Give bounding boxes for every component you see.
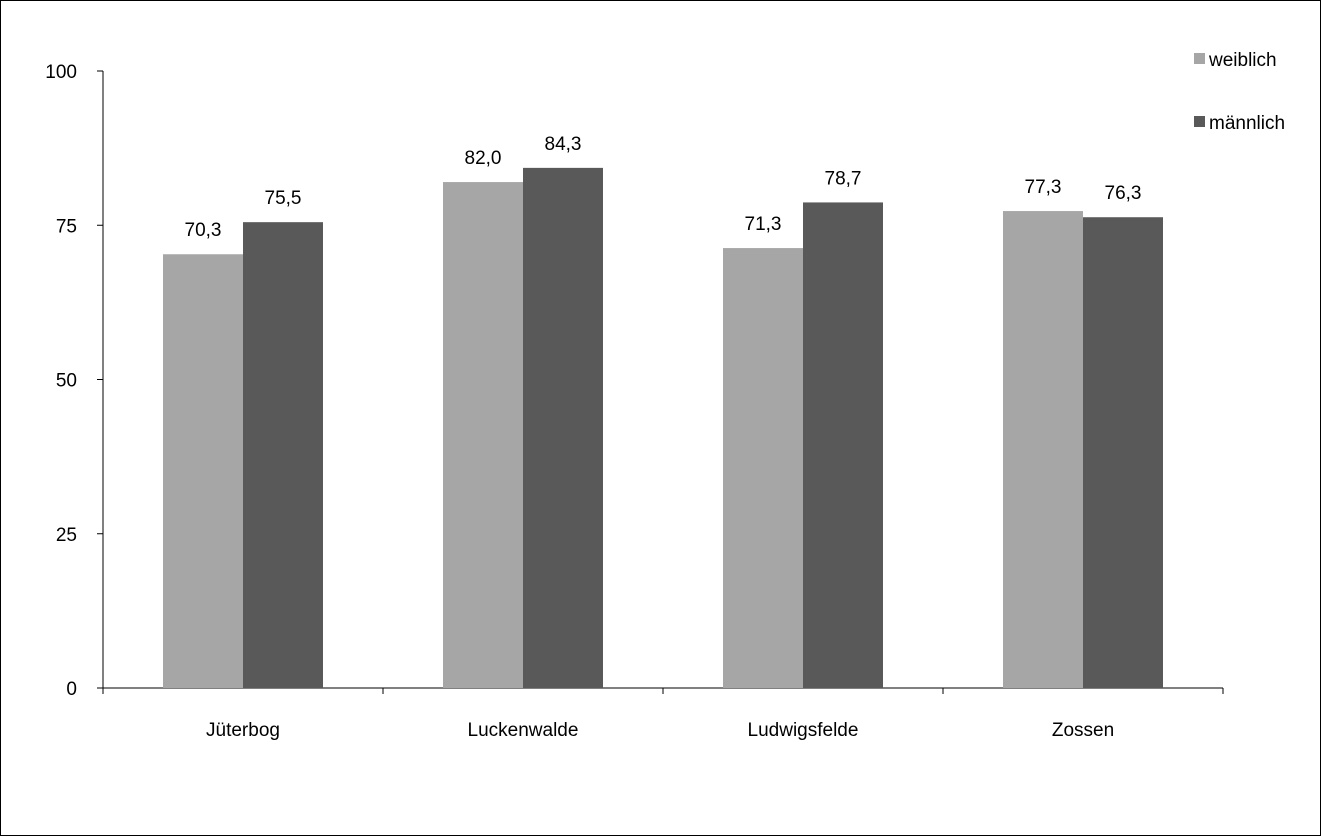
data-label: 75,5 xyxy=(265,188,302,209)
bar-weiblich xyxy=(723,248,803,689)
data-label: 76,3 xyxy=(1105,183,1142,204)
category-label: Ludwigsfelde xyxy=(748,720,859,741)
y-tick-label: 0 xyxy=(66,679,77,700)
category-label: Zossen xyxy=(1052,720,1114,741)
bar-männlich xyxy=(243,222,323,689)
data-label: 78,7 xyxy=(825,168,862,189)
data-label: 71,3 xyxy=(745,214,782,235)
category-label: Luckenwalde xyxy=(468,720,579,741)
y-tick-label: 100 xyxy=(45,62,77,83)
data-label: 82,0 xyxy=(465,148,502,169)
y-tick-label: 50 xyxy=(56,371,77,392)
y-tick-label: 25 xyxy=(56,525,77,546)
category-label: Jüterbog xyxy=(206,720,280,741)
bar-weiblich xyxy=(163,254,243,688)
legend: weiblich männlich xyxy=(1194,50,1285,134)
data-label: 77,3 xyxy=(1025,177,1062,198)
bar-weiblich xyxy=(1003,211,1083,688)
legend-swatch xyxy=(1194,53,1205,64)
bar-männlich xyxy=(803,202,883,688)
bar-männlich xyxy=(1083,217,1163,688)
data-labels: 70,3 75,5 82,0 84,3 71,3 78,7 77,3 76,3 xyxy=(185,134,1142,241)
legend-swatch xyxy=(1194,116,1205,127)
y-axis: 0 25 50 75 100 xyxy=(45,62,104,700)
legend-label: männlich xyxy=(1209,113,1285,134)
data-label: 84,3 xyxy=(545,134,582,155)
bar-weiblich xyxy=(443,182,523,688)
data-label: 70,3 xyxy=(185,220,222,241)
x-axis: Jüterbog Luckenwalde Ludwigsfelde Zossen xyxy=(102,687,1224,741)
bar-männlich xyxy=(523,167,603,688)
y-tick-label: 75 xyxy=(56,216,77,237)
legend-label: weiblich xyxy=(1208,50,1277,71)
bars xyxy=(163,167,1163,689)
